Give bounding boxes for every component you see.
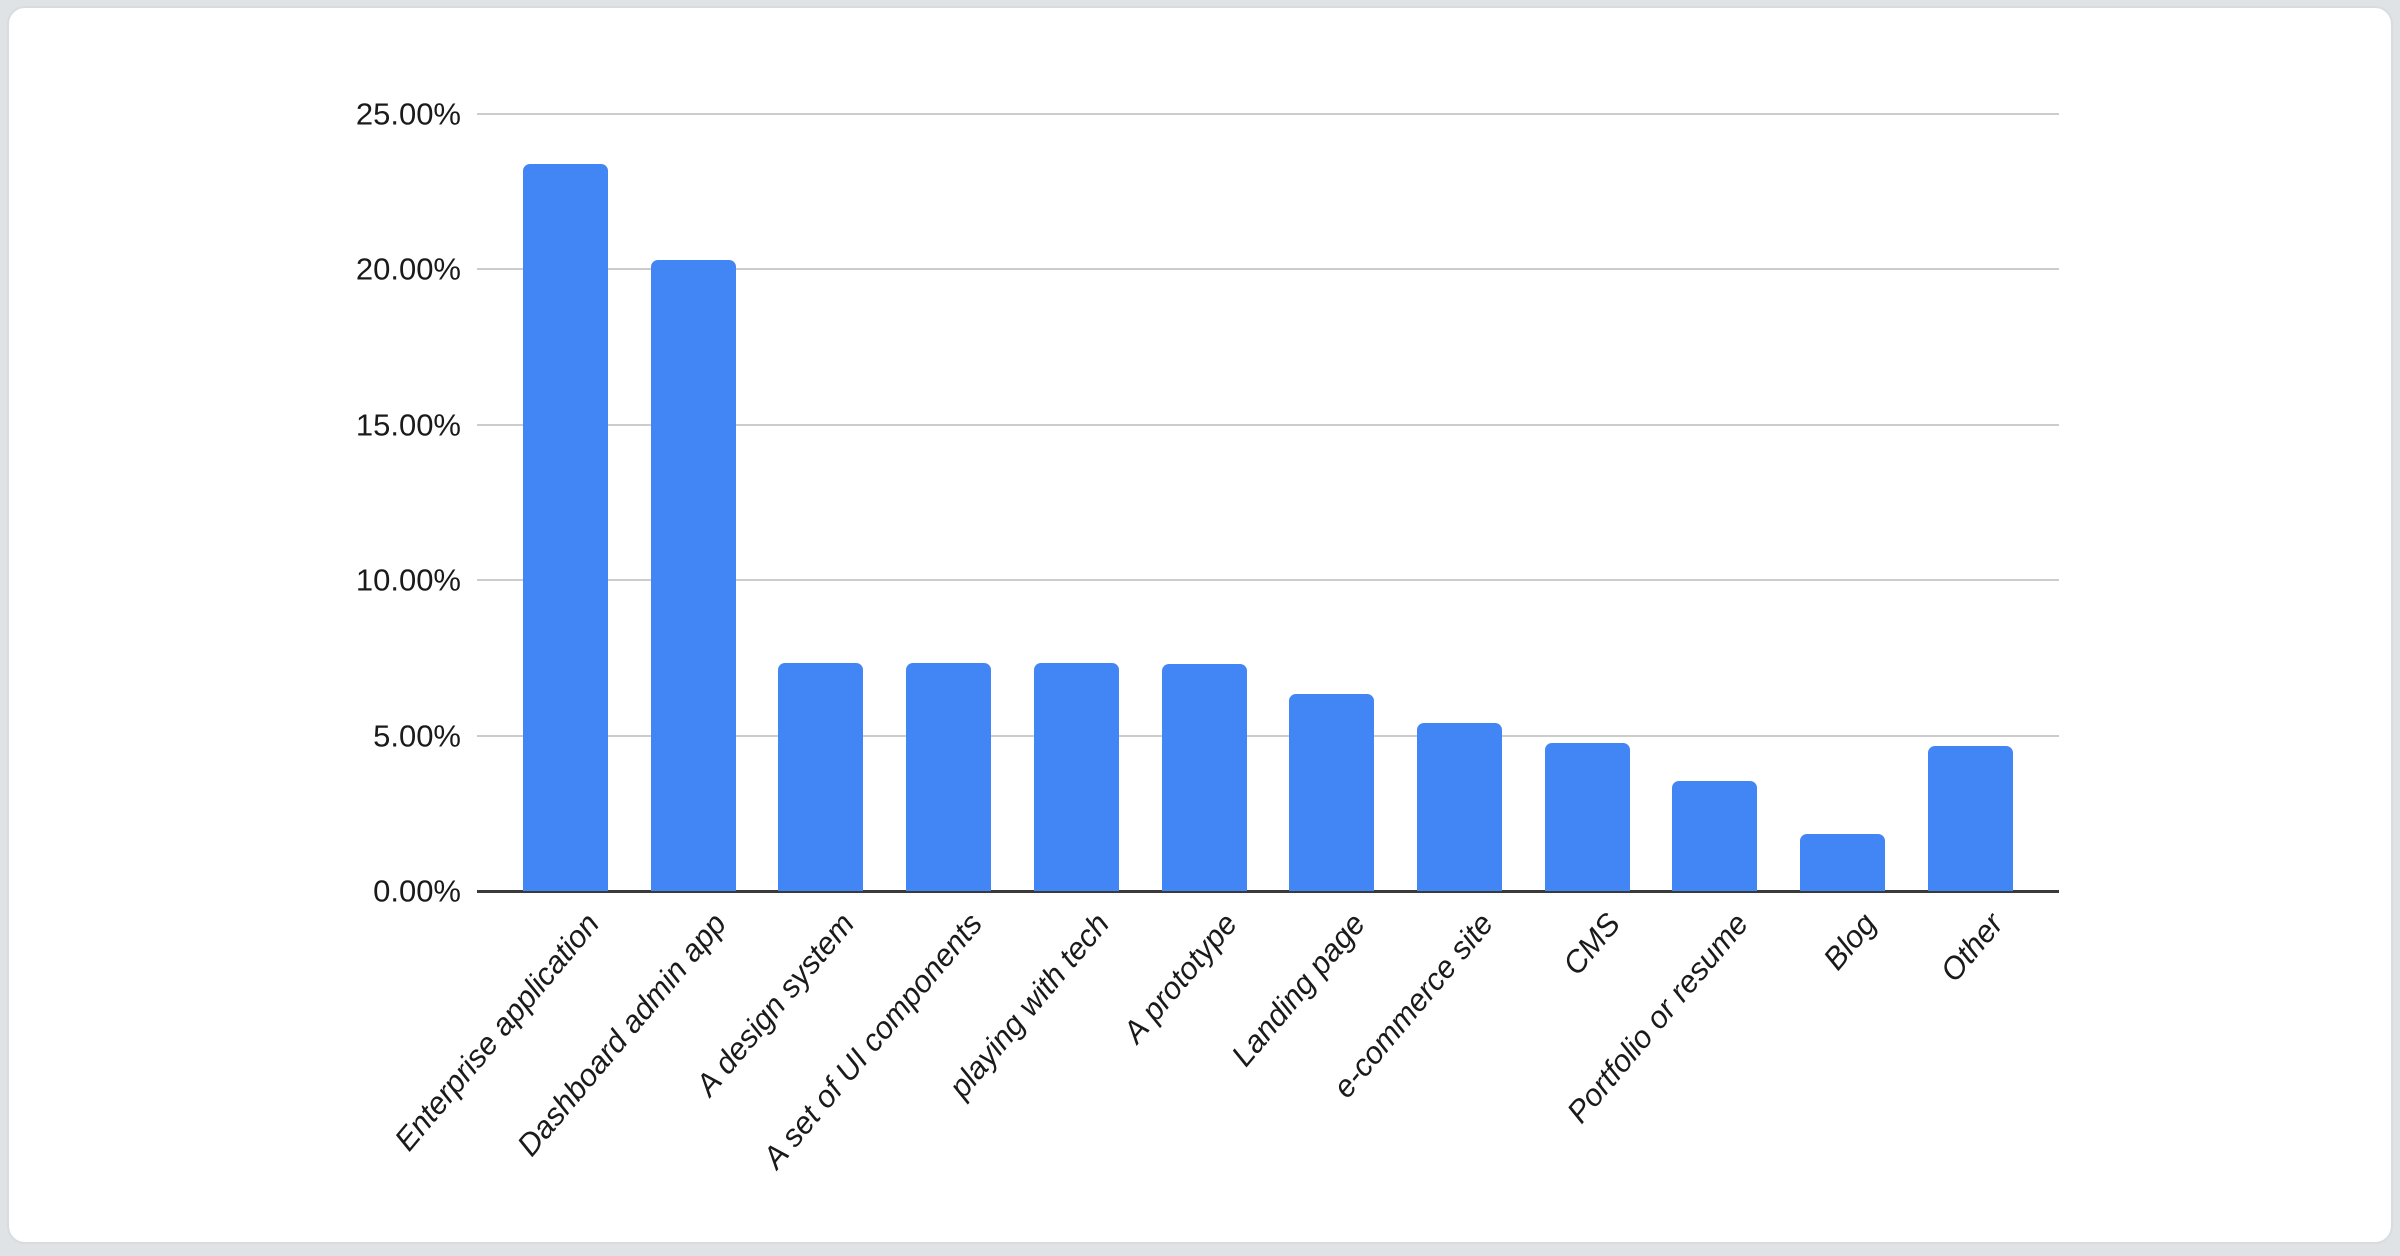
- gridline-10: [477, 579, 2059, 582]
- bar-blog: [1800, 833, 1886, 891]
- bar-a-design-system: [778, 662, 864, 891]
- gridline-25: [477, 113, 2059, 115]
- bar-a-set-of-ui-components: [906, 662, 992, 891]
- bar-a-prototype: [1161, 664, 1247, 891]
- x-axis-line: [477, 890, 2059, 893]
- bar-landing-page: [1289, 693, 1375, 891]
- bar-chart: 0.00% 5.00% 10.00% 15.00% 20.00% 25.00% Enter…: [9, 8, 2391, 1242]
- bar-e-commerce-site: [1417, 723, 1503, 891]
- chart-card: 0.00% 5.00% 10.00% 15.00% 20.00% 25.00% Enter…: [7, 6, 2393, 1244]
- bar-portfolio-or-resume: [1672, 780, 1758, 891]
- gridline-15: [477, 423, 2059, 426]
- bar-playing-with-tech: [1033, 662, 1119, 891]
- gridline-5: [477, 734, 2059, 737]
- y-tick-label-5: 5.00%: [373, 718, 461, 754]
- bar-enterprise-application: [523, 163, 608, 891]
- y-tick-label-0: 0.00%: [373, 873, 461, 909]
- y-tick-label-20: 20.00%: [355, 251, 461, 287]
- y-tick-label-15: 15.00%: [355, 407, 461, 443]
- y-tick-label-25: 25.00%: [355, 96, 461, 132]
- x-tick-label-enterprise-application: Enterprise application: [387, 906, 606, 1158]
- bar-other: [1927, 746, 2013, 891]
- bar-cms: [1544, 743, 1630, 891]
- gridline-20: [477, 268, 2059, 271]
- y-tick-label-10: 10.00%: [355, 562, 461, 598]
- bar-dashboard-admin-app: [650, 260, 736, 891]
